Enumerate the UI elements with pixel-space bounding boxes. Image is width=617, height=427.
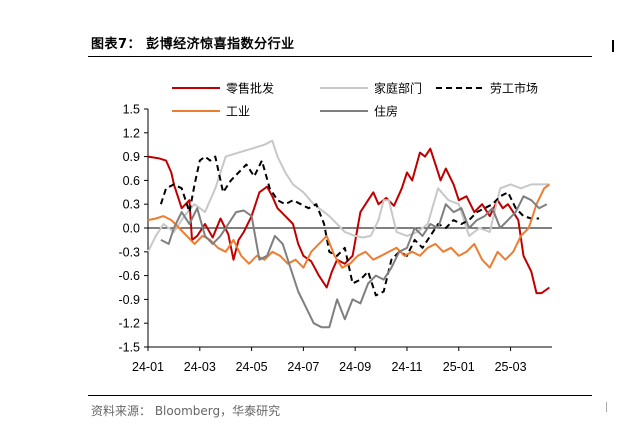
- x-tick-label: 24-03: [184, 360, 216, 374]
- legend-label-4: 住房: [374, 104, 398, 119]
- x-tick-label: 24-11: [391, 360, 422, 374]
- y-tick-label: -1.2: [118, 317, 140, 331]
- y-tick-label: 1.5: [123, 103, 140, 117]
- y-tick-label: 0.3: [123, 198, 140, 212]
- series-line-4: [160, 195, 548, 329]
- y-tick-label: 0.6: [123, 174, 140, 188]
- title-rule: [88, 56, 592, 57]
- x-tick-label: 24-05: [236, 360, 268, 374]
- legend-label-3: 工业: [226, 105, 250, 119]
- page-edge-mark-bottom: [606, 402, 615, 412]
- y-tick-label: 0.9: [123, 150, 140, 164]
- x-tick-label: 24-09: [339, 360, 371, 374]
- x-tick-label: 25-01: [443, 360, 475, 374]
- y-tick-label: -0.9: [118, 293, 140, 307]
- page-edge-mark: [612, 40, 614, 52]
- y-tick-label: -0.3: [118, 245, 140, 259]
- series-line-2: [159, 155, 540, 297]
- source-rule: [88, 395, 592, 396]
- legend-label-0: 零售批发: [226, 81, 274, 96]
- chart-axes: 1.5 1.2 0.9 0.6 0.3 0.0 -0.3 -0.6 -0.9 -1.2 -1.5 24…: [118, 103, 552, 374]
- legend-label-2: 劳工市场: [490, 81, 538, 96]
- y-tick-label: 1.2: [123, 126, 140, 140]
- x-tick-label: 24-01: [132, 360, 164, 374]
- x-tick-label: 24-07: [287, 360, 319, 374]
- y-tick-label: -1.5: [118, 341, 140, 355]
- legend-label-1: 家庭部门: [374, 81, 422, 96]
- source-note: 资料来源： Bloomberg，华泰研究: [91, 404, 281, 418]
- figure-title: 图表7： 彭博经济惊喜指数分行业: [91, 37, 295, 52]
- series-line-0: [147, 147, 550, 295]
- series-line-3: [147, 183, 551, 269]
- chart-series: [147, 139, 551, 329]
- y-tick-label: -0.6: [118, 269, 140, 283]
- x-tick-label: 25-03: [495, 360, 527, 374]
- series-line-1: [147, 139, 550, 253]
- y-tick-label: 0.0: [123, 222, 140, 236]
